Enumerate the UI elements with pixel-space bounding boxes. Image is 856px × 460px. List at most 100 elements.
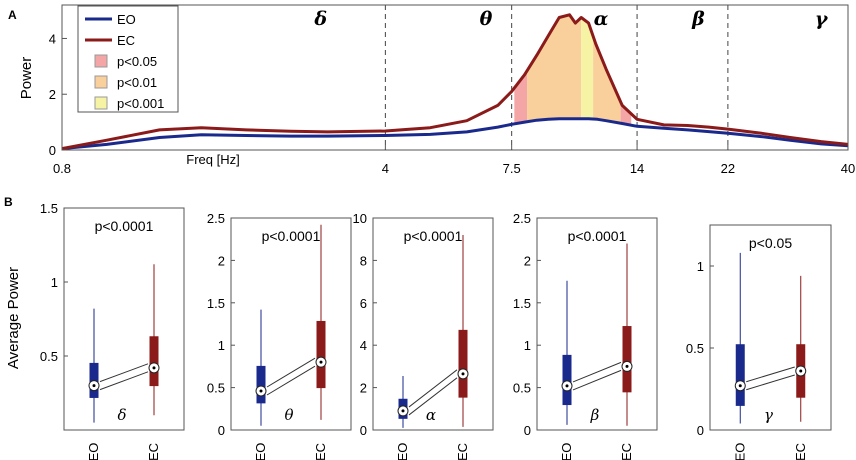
- median-connector: [572, 361, 622, 383]
- median-connector: [408, 377, 458, 416]
- x-tick-label-eo: EO: [732, 443, 747, 460]
- y-tick-label: 1.5: [40, 201, 58, 216]
- y-tick-label: 2: [218, 253, 225, 268]
- band-symbol: δ: [117, 406, 126, 424]
- y-tick-label: 8: [360, 253, 367, 268]
- band-symbol: β: [590, 406, 600, 424]
- significance-region-1: [527, 15, 582, 122]
- band-symbol: θ: [480, 8, 493, 30]
- y-tick-label: 1.5: [513, 296, 531, 311]
- x-tick-label: 40: [841, 161, 855, 176]
- boxplot-gamma: 0 0.5 1 EO EC p<0.05 γ: [686, 224, 832, 460]
- median-connector: [746, 366, 795, 383]
- box-eo: [256, 365, 266, 404]
- panel-a: A 0 2 4 0.8 4 7.5 14 22 40 Freq [Hz] Power δ θ α β γ EO EC…: [8, 4, 855, 176]
- y-tick-label: 2: [49, 87, 56, 102]
- p-value-label: p<0.0001: [404, 228, 463, 244]
- x-axis-label: Freq [Hz]: [186, 152, 239, 167]
- y-tick-label: 4: [49, 31, 56, 46]
- y-tick-label: 0: [524, 423, 531, 438]
- panel-b-letter: B: [4, 195, 13, 209]
- median-dot-eo: [259, 389, 263, 393]
- y-tick-label: 6: [360, 296, 367, 311]
- median-dot-ec: [625, 364, 629, 368]
- y-tick-label: 0.5: [207, 381, 225, 396]
- legend-patch: [94, 96, 108, 110]
- band-symbol: γ: [815, 8, 829, 30]
- x-tick-label-ec: EC: [146, 443, 161, 460]
- legend-patch: [94, 54, 108, 68]
- y-tick-label: 4: [360, 338, 367, 353]
- x-tick-label-ec: EC: [313, 443, 328, 460]
- x-tick-label-eo: EO: [395, 443, 410, 460]
- median-dot-ec: [461, 372, 465, 376]
- boxplot-axes: [536, 217, 658, 431]
- box-eo: [562, 354, 572, 406]
- box-eo: [735, 344, 745, 406]
- y-tick-label: 1: [697, 259, 704, 274]
- median-dot-eo: [401, 409, 405, 413]
- y-tick-label: 0.5: [513, 381, 531, 396]
- median-dot-eo: [565, 384, 569, 388]
- boxplot-theta: 0 0.5 1 1.5 2 2.5 EO EC p<0.0001 θ: [207, 211, 352, 460]
- x-tick-label-eo: EO: [86, 443, 101, 460]
- x-tick-label: 0.8: [53, 161, 71, 176]
- boxplot-axes: [372, 217, 494, 431]
- y-tick-label: 10: [353, 211, 367, 226]
- significance-region-2: [581, 17, 594, 120]
- band-symbol: α: [426, 406, 436, 424]
- y-tick-label: 2: [360, 381, 367, 396]
- boxplot-axes: [230, 217, 352, 431]
- x-tick-label: 4: [382, 161, 389, 176]
- y-tick-label: 1: [218, 338, 225, 353]
- y-tick-label: 0: [697, 423, 704, 438]
- x-tick-label-ec: EC: [455, 443, 470, 460]
- median-connector: [266, 365, 316, 396]
- y-tick-label: 1.5: [207, 296, 225, 311]
- boxplot-axes: [63, 207, 185, 431]
- p-value-label: p<0.0001: [95, 218, 154, 234]
- p-value-label: p<0.05: [749, 235, 792, 251]
- band-symbol: β: [691, 8, 705, 30]
- y-tick-label: 0: [218, 423, 225, 438]
- legend-label: EO: [117, 12, 136, 27]
- x-tick-label-ec: EC: [793, 443, 808, 460]
- legend-label: EC: [117, 33, 135, 48]
- boxplot-delta: 0.5 1 1.5 EO EC p<0.0001 δ: [40, 201, 185, 460]
- y-tick-label: 1: [524, 338, 531, 353]
- x-tick-label: 7.5: [503, 161, 521, 176]
- median-dot-eo: [92, 384, 96, 388]
- boxplot-alpha: 0 2 4 6 8 10 EO EC p<0.0001 α: [353, 211, 494, 460]
- series-line-ec: [61, 13, 849, 151]
- median-connector: [99, 371, 149, 391]
- x-tick-label-eo: EO: [559, 443, 574, 460]
- boxplot-beta: 0 0.5 1 1.5 2 2.5 EO EC p<0.0001 β: [513, 211, 658, 460]
- median-connector: [99, 363, 149, 383]
- p-value-label: p<0.0001: [262, 228, 321, 244]
- box-ec: [458, 329, 468, 398]
- p-value-label: p<0.0001: [568, 228, 627, 244]
- legend-label: p<0.05: [117, 54, 157, 69]
- band-symbol: α: [594, 8, 609, 30]
- median-dot-ec: [799, 369, 803, 373]
- y-tick-label: 2.5: [207, 211, 225, 226]
- median-connector: [746, 374, 795, 391]
- box-ec: [316, 320, 326, 389]
- panel-a-axes: [61, 4, 849, 151]
- legend-label: p<0.01: [117, 75, 157, 90]
- legend-label: p<0.001: [117, 96, 164, 111]
- boxplot-axes: [709, 224, 832, 431]
- x-tick-label-ec: EC: [619, 443, 634, 460]
- box-ec: [622, 326, 632, 393]
- median-dot-ec: [152, 366, 156, 370]
- median-connector: [572, 369, 622, 391]
- panel-a-letter: A: [8, 8, 17, 22]
- box-ec: [149, 336, 159, 387]
- y-tick-label: 1: [51, 275, 58, 290]
- band-symbol: δ: [313, 8, 327, 30]
- y-tick-label: 0: [49, 143, 56, 158]
- y-tick-label: 0: [360, 423, 367, 438]
- y-tick-label: 0.5: [40, 349, 58, 364]
- y-tick-label: 2.5: [513, 211, 531, 226]
